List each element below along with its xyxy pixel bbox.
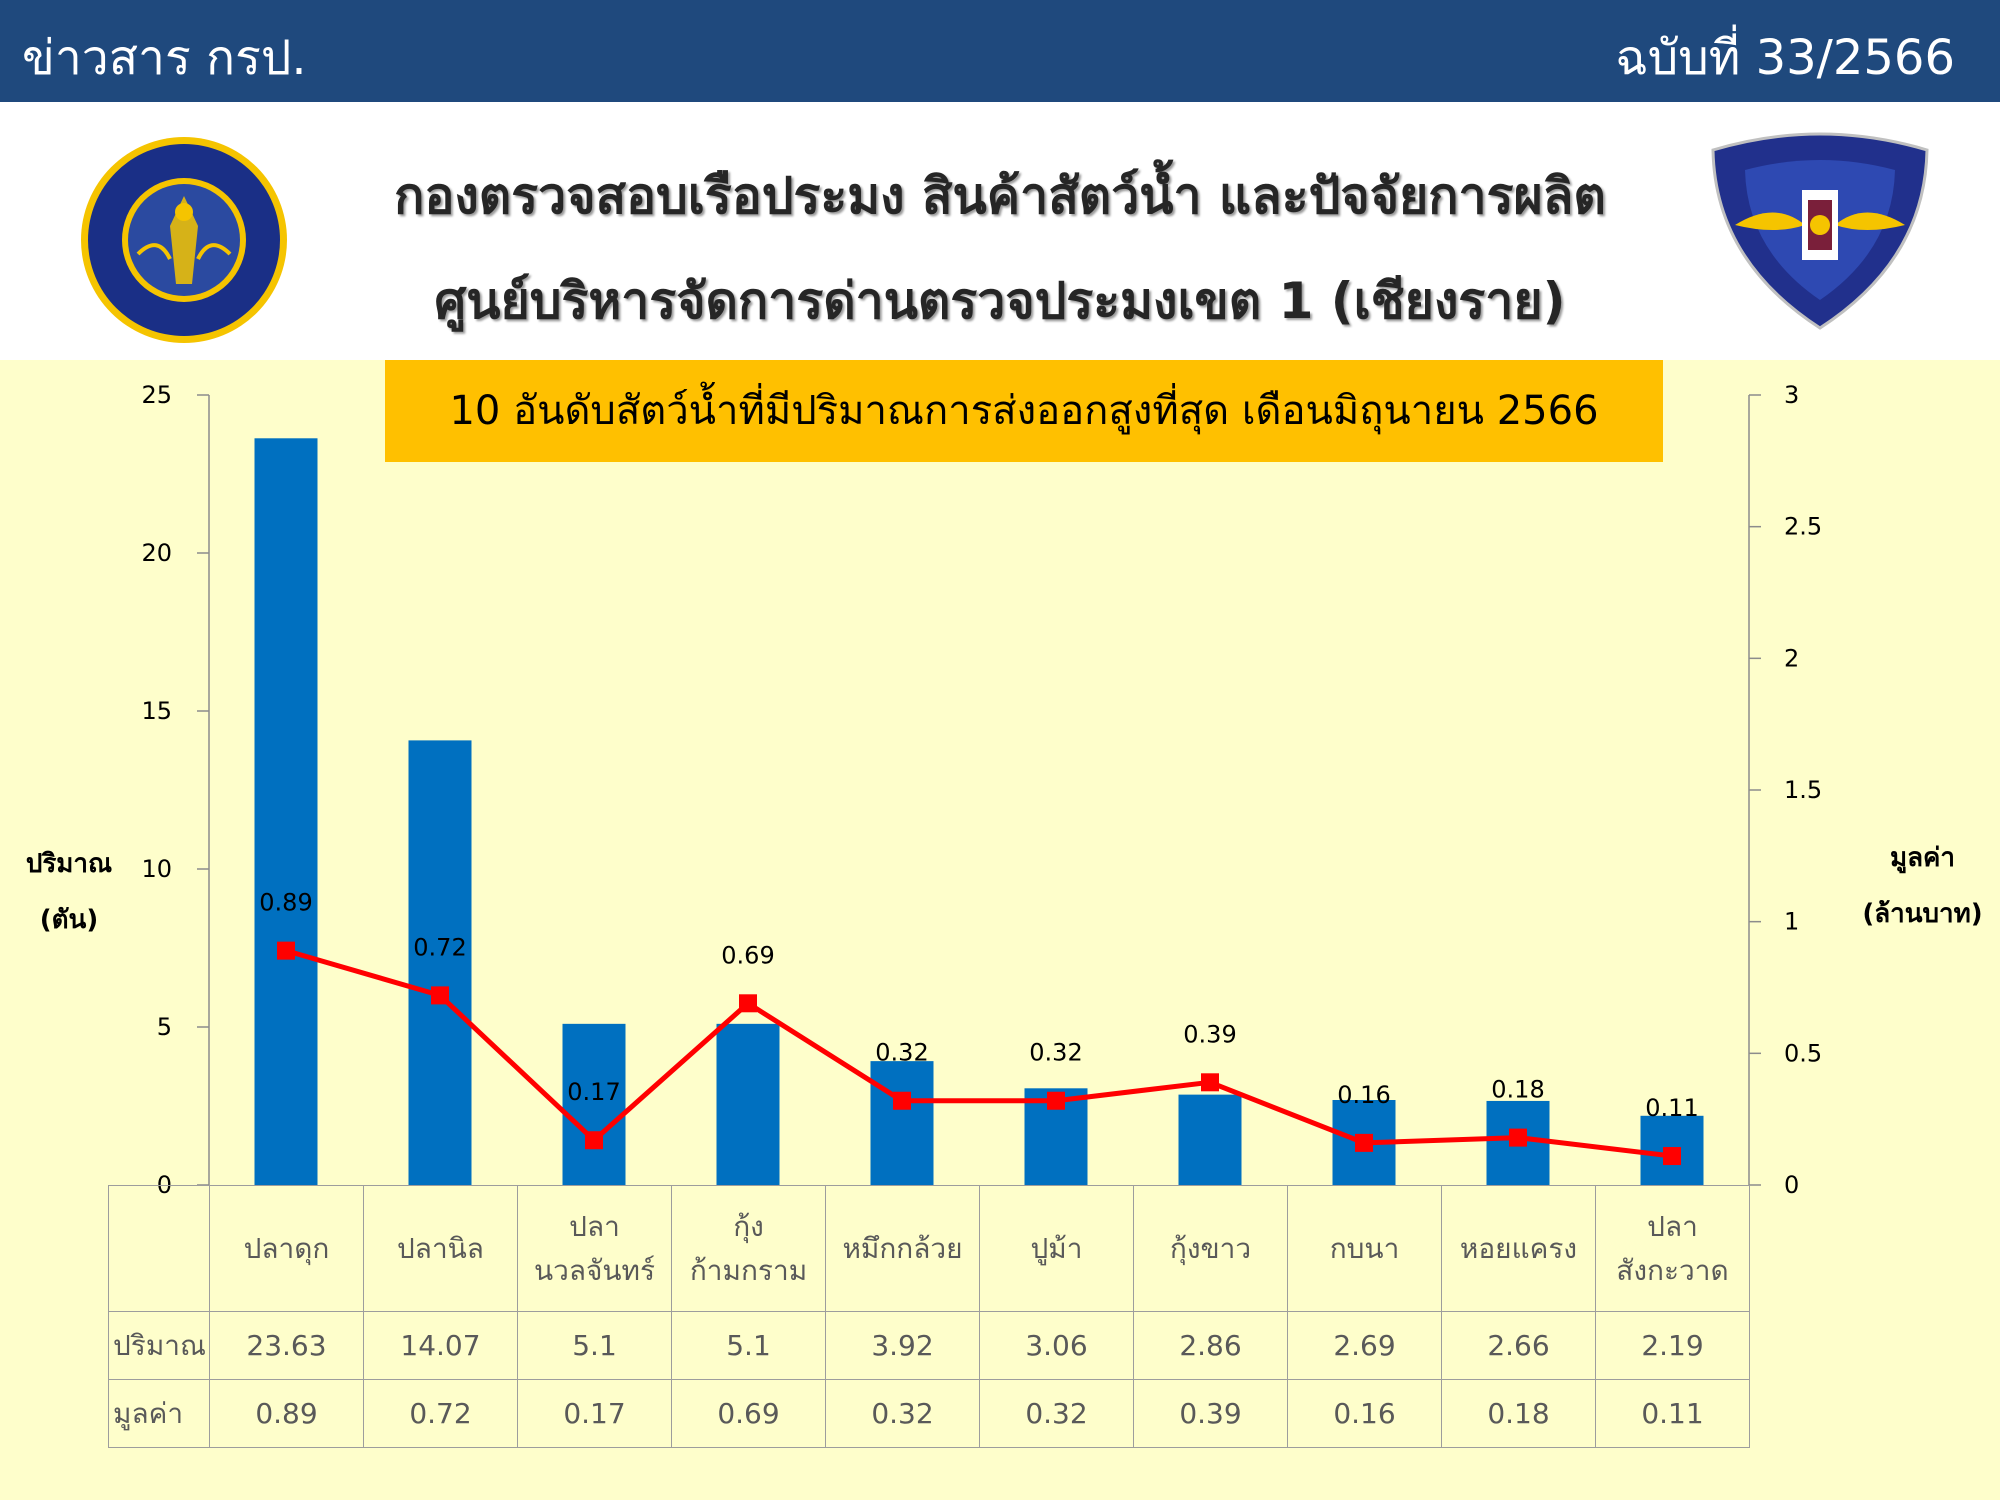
category-cell: กุ้ง ก้ามกราม [671,1185,826,1312]
category-cell: ปลาดุก [209,1185,364,1312]
line-point [1201,1073,1219,1092]
bar-series [254,438,1704,1185]
value-cell: 0.39 [1133,1379,1288,1448]
category-cell: กบนา [1287,1185,1442,1312]
chart-title: 10 อันดับสัตว์น้ำที่มีปริมาณการส่งออกสูง… [385,360,1663,462]
right-axis-title: มูลค่า (ล้านบาท) [1850,830,1995,942]
line-data-label: 0.16 [1337,1081,1390,1109]
quantity-cell: 23.63 [209,1311,364,1380]
quantity-cell: 3.92 [825,1311,980,1380]
data-table: ปลาดุก ปลานิล ปลา นวลจันทร์ กุ้ง ก้ามกราม หมึก… [108,1185,1750,1448]
line-data-label: 0.69 [721,941,774,969]
value-line [285,948,1673,1159]
right-tick-label: 3 [1784,381,1799,409]
right-tick-label: 2.5 [1784,513,1822,541]
issue-number: ฉบับที่ 33/2566 [1615,30,1955,86]
right-axis-title-line-2: (ล้านบาท) [1862,899,1983,929]
category-cell: ปลา นวลจันทร์ [517,1185,672,1312]
category-cell: ปูม้า [979,1185,1134,1312]
value-cell: 0.72 [363,1379,518,1448]
line-data-label: 0.89 [259,889,312,917]
table-corner-cell [108,1185,210,1312]
quantity-cell: 2.69 [1287,1311,1442,1380]
quantity-cell: 2.86 [1133,1311,1288,1380]
line-point [893,1091,911,1110]
right-y-axis: 0 0.5 1 1.5 2 2.5 3 [1748,381,1822,1199]
line-data-label: 0.72 [413,933,466,961]
line-data-label: 0.11 [1645,1094,1698,1122]
line-data-label: 0.39 [1183,1020,1236,1048]
left-axis-title: ปริมาณ (ตัน) [14,836,124,948]
fishery-inspection-logo [1711,132,1929,330]
value-row: มูลค่า 0.89 0.72 0.17 0.69 0.32 0.32 0.39 0.16 0.… [108,1379,1750,1448]
bar [870,1061,934,1185]
bar [408,740,472,1185]
value-cell: 0.69 [671,1379,826,1448]
right-tick-label: 2 [1784,644,1799,672]
line-point [1509,1128,1527,1147]
quantity-cell: 2.66 [1441,1311,1596,1380]
left-tick-label: 10 [141,855,172,883]
left-tick-label: 5 [157,1013,172,1041]
right-tick-label: 1 [1784,908,1799,936]
category-cell: กุ้งขาว [1133,1185,1288,1312]
left-tick-label: 15 [141,697,172,725]
header-section: กองตรวจสอบเรือประมง สินค้าสัตว์น้ำ และปั… [0,102,2000,360]
value-cell: 0.89 [209,1379,364,1448]
line-point [739,994,757,1013]
line-data-label: 0.32 [1029,1039,1082,1067]
line-data-label: 0.32 [875,1039,928,1067]
title-line-1: กองตรวจสอบเรือประมง สินค้าสัตว์น้ำ และปั… [394,167,1606,225]
bar [1178,1094,1242,1185]
line-data-label: 0.17 [567,1078,620,1106]
quantity-row: ปริมาณ 23.63 14.07 5.1 5.1 3.92 3.06 2.86 2.69 2.… [108,1311,1750,1380]
quantity-cell: 5.1 [671,1311,826,1380]
value-cell: 0.16 [1287,1379,1442,1448]
value-cell: 0.11 [1595,1379,1750,1448]
row-header-quantity: ปริมาณ [108,1311,210,1380]
value-cell: 0.32 [979,1379,1134,1448]
category-row: ปลาดุก ปลานิล ปลา นวลจันทร์ กุ้ง ก้ามกราม หมึก… [108,1185,1750,1312]
left-tick-label: 20 [141,539,172,567]
bar [254,438,318,1185]
right-tick-label: 0.5 [1784,1039,1822,1067]
bar [562,1023,626,1185]
value-cell: 0.32 [825,1379,980,1448]
row-header-value: มูลค่า [108,1379,210,1448]
category-cell: ปลานิล [363,1185,518,1312]
line-data-label: 0.18 [1491,1076,1544,1104]
value-cell: 0.18 [1441,1379,1596,1448]
quantity-cell: 3.06 [979,1311,1134,1380]
top-bar: ข่าวสาร กรป. ฉบับที่ 33/2566 [0,0,2000,102]
line-series [277,941,1681,1166]
category-cell: หมึกกล้วย [825,1185,980,1312]
category-cell: ปลา สังกะวาด [1595,1185,1750,1312]
line-data-labels: 0.89 0.72 0.17 0.69 0.32 0.32 0.39 0.16 0.18 0.11 [259,889,1698,1122]
right-axis-title-line-1: มูลค่า [1889,843,1956,873]
line-point [585,1131,603,1150]
line-point [1047,1091,1065,1110]
department-of-fisheries-logo [81,137,287,343]
value-cell: 0.17 [517,1379,672,1448]
bar [716,1023,780,1185]
right-tick-label: 0 [1784,1171,1799,1199]
line-point [431,986,449,1005]
line-point [1355,1133,1373,1152]
bulletin-name: ข่าวสาร กรป. [22,30,307,86]
right-tick-label: 1.5 [1784,776,1822,804]
combo-chart: 0 5 10 15 20 25 0 0.5 1 1.5 2 2.5 3 0.89 0.72 0.17 0.6… [141,381,1822,1199]
quantity-cell: 2.19 [1595,1311,1750,1380]
quantity-cell: 14.07 [363,1311,518,1380]
left-axis-title-line-2: (ตัน) [39,905,99,935]
left-tick-label: 25 [141,381,172,409]
title-line-2: ศูนย์บริหารจัดการด่านตรวจประมงเขต 1 (เชี… [434,272,1566,330]
category-cell: หอยแครง [1441,1185,1596,1312]
quantity-cell: 5.1 [517,1311,672,1380]
left-axis-title-line-1: ปริมาณ [25,849,113,879]
line-point [277,941,295,960]
line-point [1663,1147,1681,1166]
